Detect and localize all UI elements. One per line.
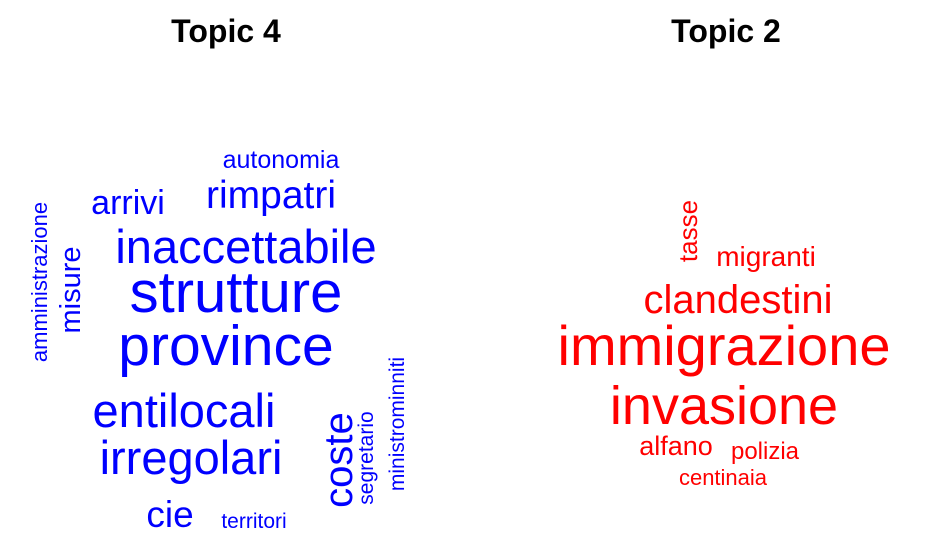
word-polizia: polizia — [731, 438, 800, 465]
word-territori: territori — [221, 510, 286, 533]
word-alfano: alfano — [639, 431, 713, 461]
word-misure: misure — [55, 246, 87, 333]
word-inaccettabile: inaccettabile — [115, 220, 376, 273]
word-strutture: strutture — [130, 260, 343, 325]
word-segretario: segretario — [355, 411, 378, 504]
word-migranti: migranti — [716, 241, 816, 272]
word-centinaia: centinaia — [679, 465, 768, 490]
word-entilocali: entilocali — [93, 384, 276, 437]
word-province: province — [118, 314, 333, 378]
word-coste: coste — [317, 412, 361, 508]
word-rimpatri: rimpatri — [206, 174, 336, 217]
topic-2-title: Topic 2 — [671, 13, 781, 49]
word-clandestini: clandestini — [643, 278, 832, 322]
word-cie: cie — [146, 494, 193, 535]
word-ministrominniti: ministrominniti — [386, 357, 409, 491]
word-invasione: invasione — [610, 376, 838, 436]
word-tasse: tasse — [673, 200, 703, 262]
word-immigrazione: immigrazione — [558, 314, 891, 377]
topic-4-title: Topic 4 — [171, 13, 281, 49]
word-amministrazione: amministrazione — [27, 202, 52, 362]
word-autonomia: autonomia — [223, 146, 340, 174]
word-arrivi: arrivi — [91, 184, 165, 222]
word-irregolari: irregolari — [100, 431, 283, 484]
